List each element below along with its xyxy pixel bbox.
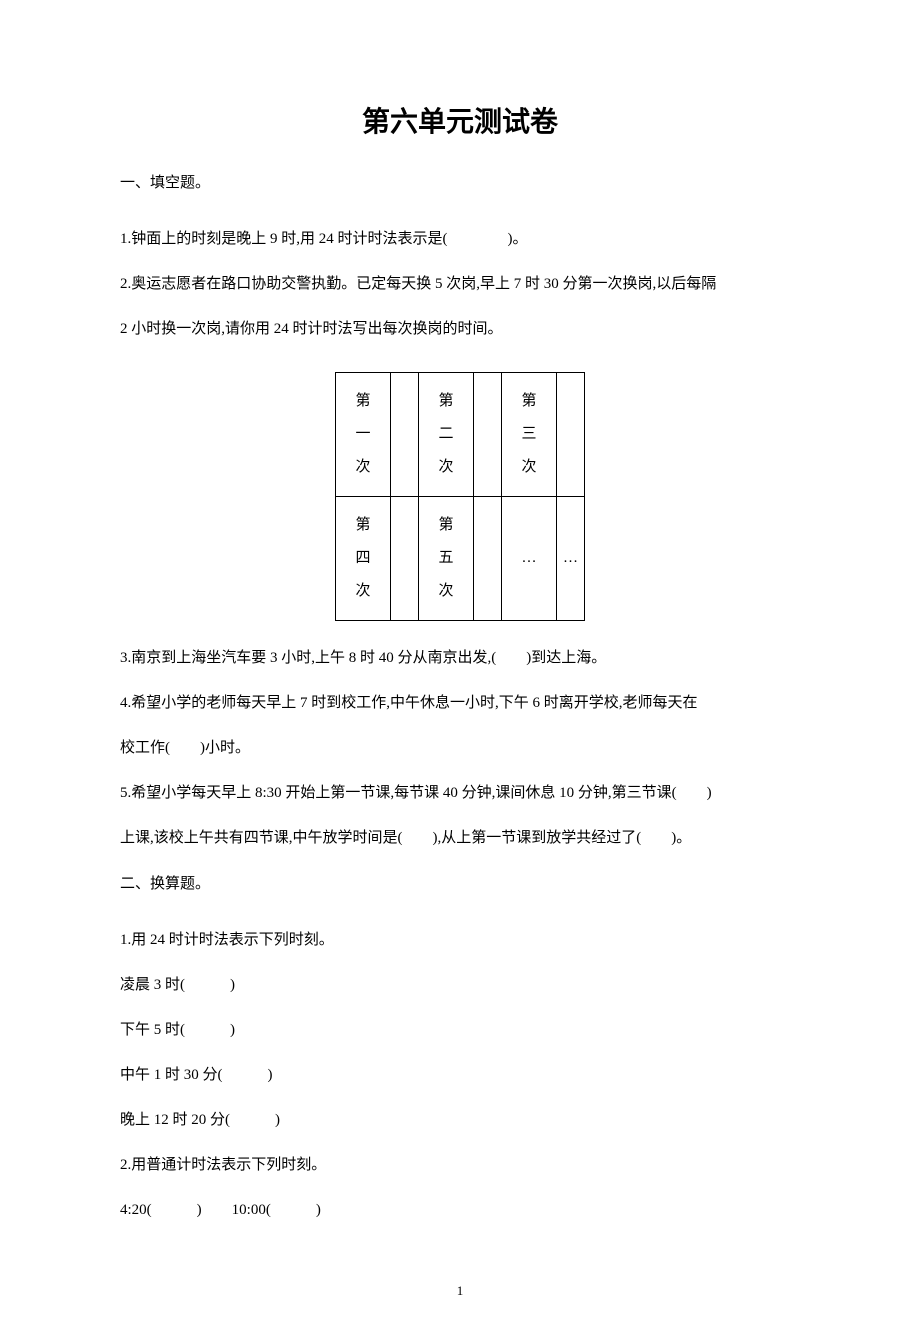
section-1-header: 一、填空题。	[120, 170, 800, 197]
section2-q2: 2.用普通计时法表示下列时刻。	[120, 1143, 800, 1188]
cell-blank	[391, 373, 419, 497]
question-2-line2: 2 小时换一次岗,请你用 24 时计时法写出每次换岗的时间。	[120, 307, 800, 352]
section2-q1c: 中午 1 时 30 分( )	[120, 1053, 800, 1098]
question-4-line1: 4.希望小学的老师每天早上 7 时到校工作,中午休息一小时,下午 6 时离开学校…	[120, 681, 800, 726]
schedule-table-wrapper: 第一次 第二次 第三次 第四次 第五次 … …	[120, 372, 800, 621]
section2-q1d: 晚上 12 时 20 分( )	[120, 1098, 800, 1143]
page-title: 第六单元测试卷	[120, 100, 800, 140]
cell-blank	[474, 373, 502, 497]
cell-ellipsis: …	[557, 497, 585, 621]
section-2-header: 二、换算题。	[120, 871, 800, 898]
cell-blank	[391, 497, 419, 621]
cell-first: 第一次	[336, 373, 391, 497]
schedule-table: 第一次 第二次 第三次 第四次 第五次 … …	[335, 372, 585, 621]
question-3: 3.南京到上海坐汽车要 3 小时,上午 8 时 40 分从南京出发,( )到达上…	[120, 636, 800, 681]
cell-blank	[557, 373, 585, 497]
section2-q1b: 下午 5 时( )	[120, 1008, 800, 1053]
question-5-line2: 上课,该校上午共有四节课,中午放学时间是( ),从上第一节课到放学共经过了( )…	[120, 816, 800, 861]
cell-fourth: 第四次	[336, 497, 391, 621]
question-4-line2: 校工作( )小时。	[120, 726, 800, 771]
table-row: 第一次 第二次 第三次	[336, 373, 585, 497]
cell-blank	[474, 497, 502, 621]
question-1: 1.钟面上的时刻是晚上 9 时,用 24 时计时法表示是( )。	[120, 217, 800, 262]
section2-q1: 1.用 24 时计时法表示下列时刻。	[120, 918, 800, 963]
cell-second: 第二次	[419, 373, 474, 497]
section2-q1a: 凌晨 3 时( )	[120, 963, 800, 1008]
page-number: 1	[120, 1283, 800, 1299]
question-5-line1: 5.希望小学每天早上 8:30 开始上第一节课,每节课 40 分钟,课间休息 1…	[120, 771, 800, 816]
cell-third: 第三次	[502, 373, 557, 497]
section2-q2a: 4:20( ) 10:00( )	[120, 1188, 800, 1233]
table-row: 第四次 第五次 … …	[336, 497, 585, 621]
cell-ellipsis: …	[502, 497, 557, 621]
cell-fifth: 第五次	[419, 497, 474, 621]
question-2-line1: 2.奥运志愿者在路口协助交警执勤。已定每天换 5 次岗,早上 7 时 30 分第…	[120, 262, 800, 307]
